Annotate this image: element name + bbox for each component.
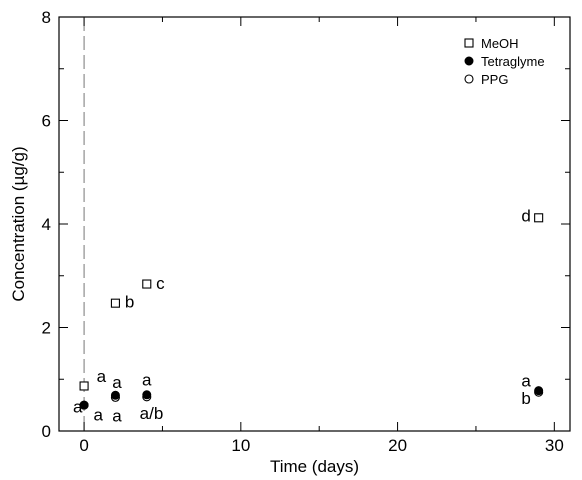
y-tick-label: 6 (42, 112, 51, 131)
data-points (79, 213, 544, 410)
annotation-label: a (142, 370, 152, 389)
x-tick-label: 10 (231, 436, 250, 455)
annotation-label: b (125, 293, 134, 312)
ppg-point (110, 392, 120, 402)
x-tick-label: 20 (388, 436, 407, 455)
x-tick-label: 30 (545, 436, 564, 455)
legend-marker-ppg (464, 74, 474, 84)
y-tick-label: 0 (42, 422, 51, 441)
annotation-label: a (521, 371, 531, 390)
y-axis-ticks: 0 2 4 6 8 (42, 8, 570, 441)
annotation-label: a (73, 398, 83, 417)
annotation-label: a (93, 405, 103, 424)
legend-label: MeOH (481, 36, 519, 51)
annotation-label: c (156, 274, 165, 293)
annotation-label: a (112, 406, 122, 425)
ppg-point (534, 387, 544, 397)
legend-label: PPG (481, 72, 508, 87)
legend-marker-tetraglyme (464, 56, 474, 66)
annotation-label: a/b (140, 404, 164, 423)
y-tick-label: 4 (42, 215, 51, 234)
annotation-label: d (521, 207, 530, 226)
ppg-point (79, 400, 89, 410)
annotation-label: b (521, 389, 530, 408)
legend-marker-meoh (464, 38, 474, 48)
y-axis-label: Concentration (µg/g) (9, 146, 28, 301)
x-axis-ticks: 0 10 20 30 (79, 17, 564, 455)
x-tick-label: 0 (79, 436, 88, 455)
meoh-point (534, 213, 544, 223)
y-tick-label: 8 (42, 8, 51, 27)
ppg-point (142, 392, 152, 402)
meoh-point (110, 298, 120, 308)
annotation-label: a (97, 367, 107, 386)
legend-label: Tetraglyme (481, 54, 545, 69)
y-tick-label: 2 (42, 319, 51, 338)
annotation-label: a (112, 373, 122, 392)
meoh-point (79, 381, 89, 391)
meoh-point (142, 279, 152, 289)
x-axis-label: Time (days) (270, 457, 359, 476)
legend: MeOH Tetraglyme PPG (464, 36, 545, 87)
